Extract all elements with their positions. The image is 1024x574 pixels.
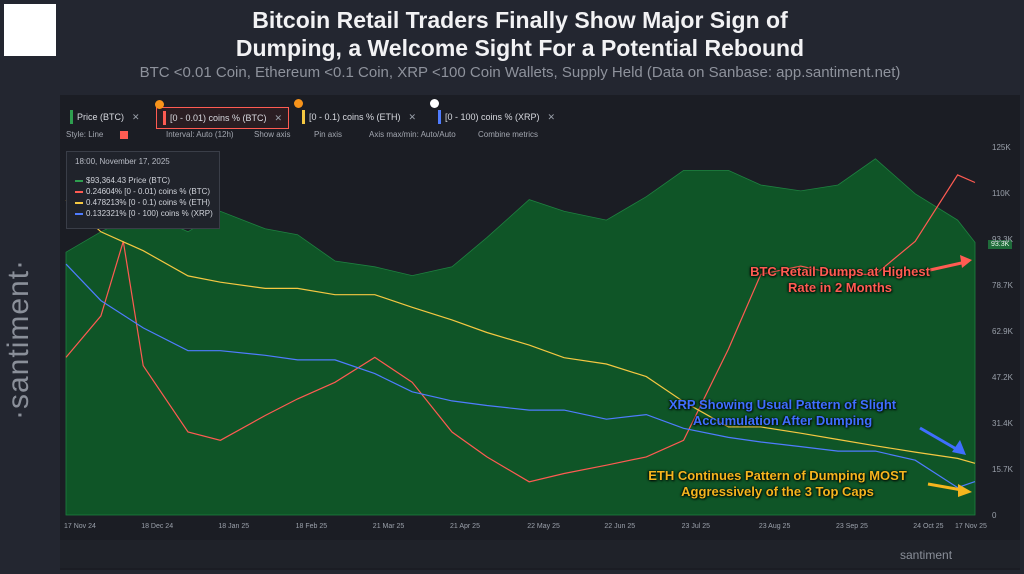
x-tick-label: 17 Nov 25 [955,523,987,530]
tooltip-row-xrp: 0.132321% [0 - 100) coins % (XRP) [75,209,213,218]
xrp-icon [430,99,439,108]
annotation-xrp: XRP Showing Usual Pattern of Slight Accu… [668,397,897,428]
tooltip-date: 18:00, November 17, 2025 [75,157,170,166]
ethereum-icon [294,99,303,108]
close-icon[interactable]: ✕ [408,111,417,122]
x-tick-label: 22 May 25 [527,523,560,530]
y-tick-label: 125K [992,143,1011,152]
x-tick-label: 22 Jun 25 [604,523,636,530]
eth-arrowhead [958,484,972,497]
price-badge: 93.3K [988,240,1013,249]
close-icon[interactable]: ✕ [274,112,283,123]
x-tick-label: 18 Jan 25 [218,523,250,530]
chart-title-line2: Dumping, a Welcome Sight For a Potential… [235,35,805,61]
chart-subtitle: BTC <0.01 Coin, Ethereum <0.1 Coin, XRP … [139,64,901,81]
eth-annotation-arrow [927,482,963,492]
combine-metrics-button[interactable]: Combine metrics [478,130,539,139]
y-tick-label: 47.2K [992,373,1013,382]
tooltip-row-btc: 0.24604% [0 - 0.01) coins % (BTC) [75,187,210,196]
tooltip-row-eth: 0.478213% [0 - 0.1) coins % (ETH) [75,198,210,207]
xrp-retail-line [65,263,976,489]
qr-code [4,4,56,56]
x-tick-label: 17 Nov 24 [64,523,96,530]
x-tick-label: 21 Apr 25 [450,523,480,530]
xrp-swatch [438,110,441,124]
x-tick-label: 23 Sep 25 [836,523,868,530]
axis-maxmin-select[interactable]: Axis max/min: Auto/Auto [369,130,456,139]
y-tick-label: 15.7K [992,465,1013,474]
metric-tab-label: [0 - 100) coins % (XRP) [445,112,540,122]
x-tick-label: 24 Oct 25 [913,523,944,530]
navigator-strip [60,540,1020,568]
chart-title-line1: Bitcoin Retail Traders Finally Show Majo… [252,7,788,33]
x-tick-label: 23 Jul 25 [681,523,711,530]
y-tick-label: 0 [992,511,997,520]
btc-swatch [163,111,166,125]
y-tick-label: 31.4K [992,419,1013,428]
eth-retail-line [65,199,976,464]
metric-tab-xrp[interactable]: [0 - 100) coins % (XRP) ✕ [430,99,561,127]
bitcoin-icon [155,100,164,109]
tooltip-row-price: $93,364.43 Price (BTC) [75,176,170,185]
chart-tooltip: 18:00, November 17, 2025 $93,364.43 Pric… [66,151,220,229]
metric-tab-price[interactable]: Price (BTC) ✕ [64,107,146,127]
x-tick-label: 23 Aug 25 [758,523,791,530]
metric-tab-label: [0 - 0.1) coins % (ETH) [309,112,401,122]
price-swatch [70,110,73,124]
metric-tab-eth[interactable]: [0 - 0.1) coins % (ETH) ✕ [294,99,422,127]
xrp-arrowhead [952,440,966,455]
metric-tab-label: [0 - 0.01) coins % (BTC) [170,113,267,123]
btc-arrowhead [960,255,972,268]
pin-axis-toggle[interactable]: Pin axis [314,130,343,139]
xrp-annotation-arrow [919,426,959,452]
x-tick-label: 21 Mar 25 [372,523,405,530]
y-tick-label: 78.7K [992,281,1013,290]
metric-tab-label: Price (BTC) [77,112,124,122]
santiment-logo: santiment [900,548,953,562]
y-tick-label: 93.3K [992,235,1013,244]
close-icon[interactable]: ✕ [547,111,556,122]
y-tick-label: 110K [992,189,1011,198]
y-tick-label: 62.9K [992,327,1013,336]
style-select[interactable]: Style: Line [66,130,104,139]
btc-retail-line [65,174,976,483]
color-picker[interactable] [120,131,128,139]
metric-tab-btc[interactable]: [0 - 0.01) coins % (BTC) ✕ [155,100,290,129]
interval-select[interactable]: Interval: Auto (12h) [166,130,234,139]
close-icon[interactable]: ✕ [132,111,140,122]
annotation-btc: BTC Retail Dumps at Highest Rate in 2 Mo… [750,264,930,295]
annotation-eth: ETH Continues Pattern of Dumping MOST Ag… [648,468,907,499]
x-tick-label: 18 Feb 25 [295,523,328,530]
show-axis-toggle[interactable]: Show axis [254,130,291,139]
eth-swatch [302,110,305,124]
btc-annotation-arrow [929,260,967,272]
x-tick-label: 18 Dec 24 [141,523,174,530]
